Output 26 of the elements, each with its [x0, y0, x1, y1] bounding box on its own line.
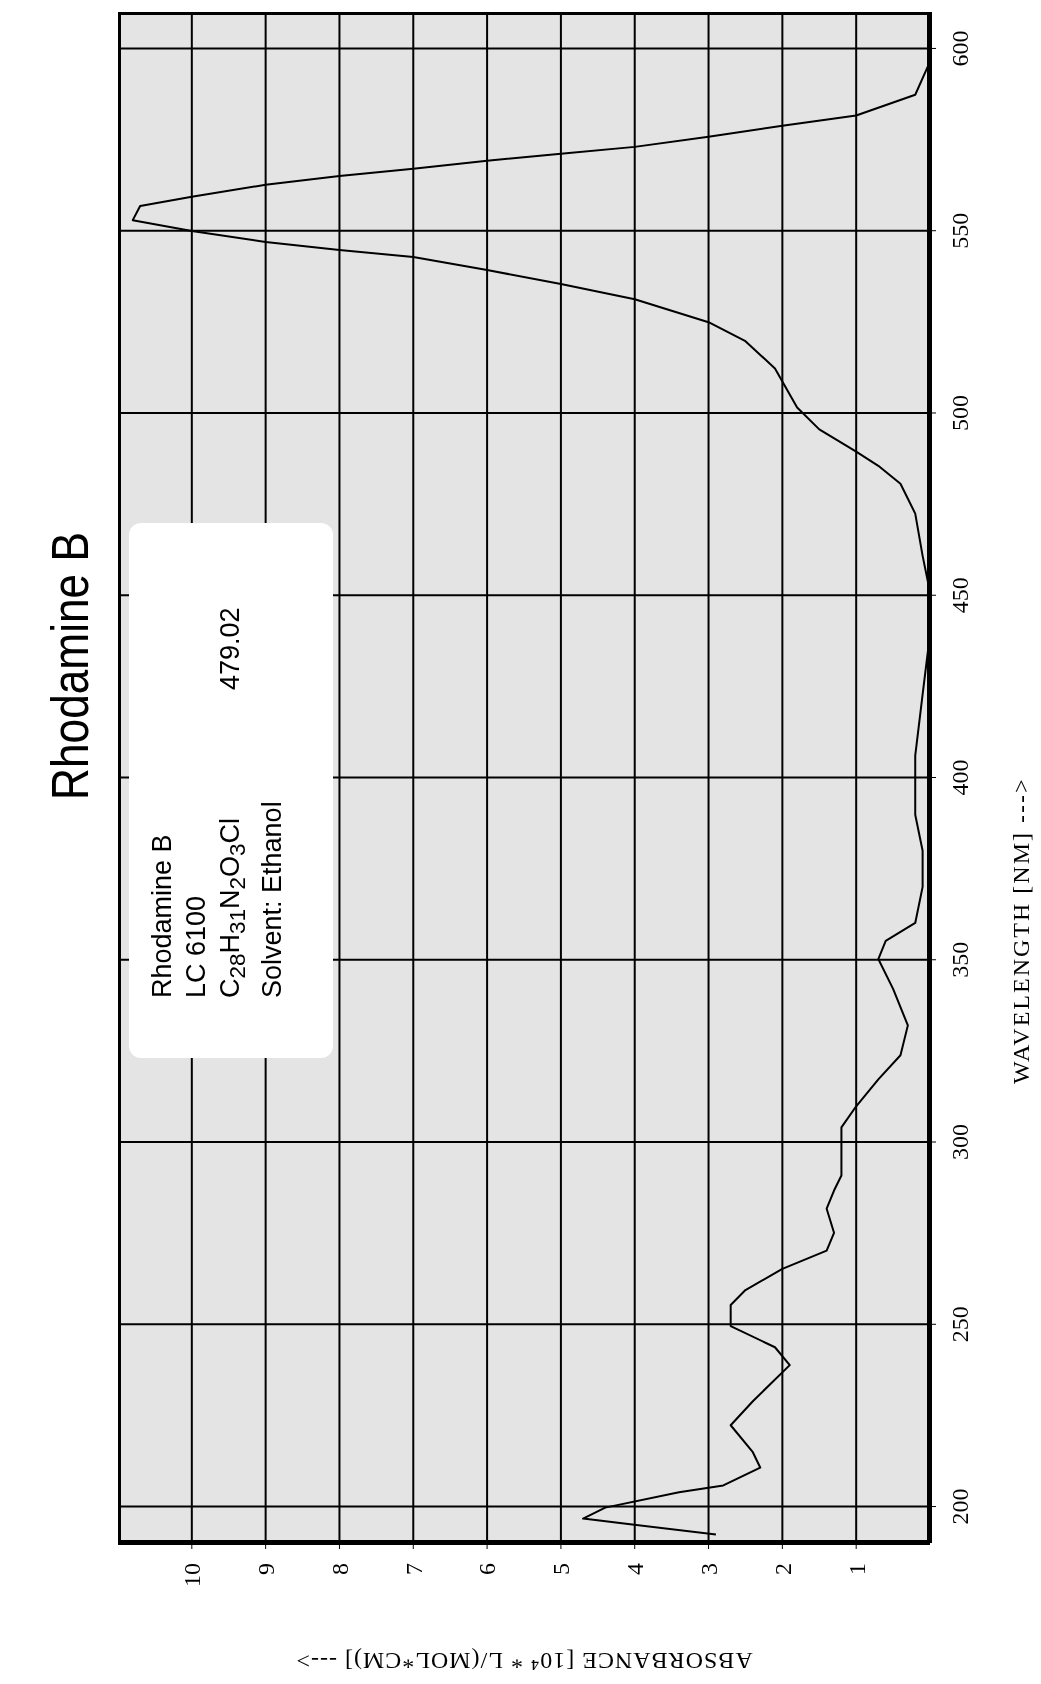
x-tick-label: 8 [326, 1563, 353, 1575]
annotation: 479.02 [214, 607, 246, 690]
x-tick-label: 6 [474, 1563, 501, 1575]
x-tick-label: 7 [400, 1563, 427, 1575]
x-tick-label: 9 [253, 1563, 280, 1575]
x-tick-label: 3 [695, 1563, 722, 1575]
y-tick-label: 450 [947, 577, 974, 614]
text: Rhodamine B [40, 531, 100, 802]
x-tick-label: 10 [179, 1563, 206, 1587]
y-tick-label: 550 [947, 212, 974, 249]
y-tick-label: 350 [947, 941, 974, 978]
y-tick-label: 250 [947, 1306, 974, 1343]
x-tick-label: 5 [548, 1563, 575, 1575]
y-tick-label: 200 [947, 1488, 974, 1525]
y-tick-label: 300 [947, 1124, 974, 1161]
y-tick-label: 600 [947, 30, 974, 67]
y-tick-label: 400 [947, 759, 974, 796]
x-tick-label: 1 [843, 1563, 870, 1575]
x-tick-label: 4 [622, 1563, 649, 1575]
annotation: LC 6100 [180, 894, 212, 998]
y-tick-label: 500 [947, 394, 974, 431]
y-axis-title: WAVELENGTH [NM] ---> [1007, 777, 1034, 1084]
annotation: Rhodamine B [146, 833, 178, 998]
x-tick-label: 2 [769, 1563, 796, 1575]
x-axis-title: ABSORBANCE [10⁴ * L/(MOL*CM)] ---> [295, 1648, 753, 1674]
annotation: Solvent: Ethanol [256, 801, 289, 998]
